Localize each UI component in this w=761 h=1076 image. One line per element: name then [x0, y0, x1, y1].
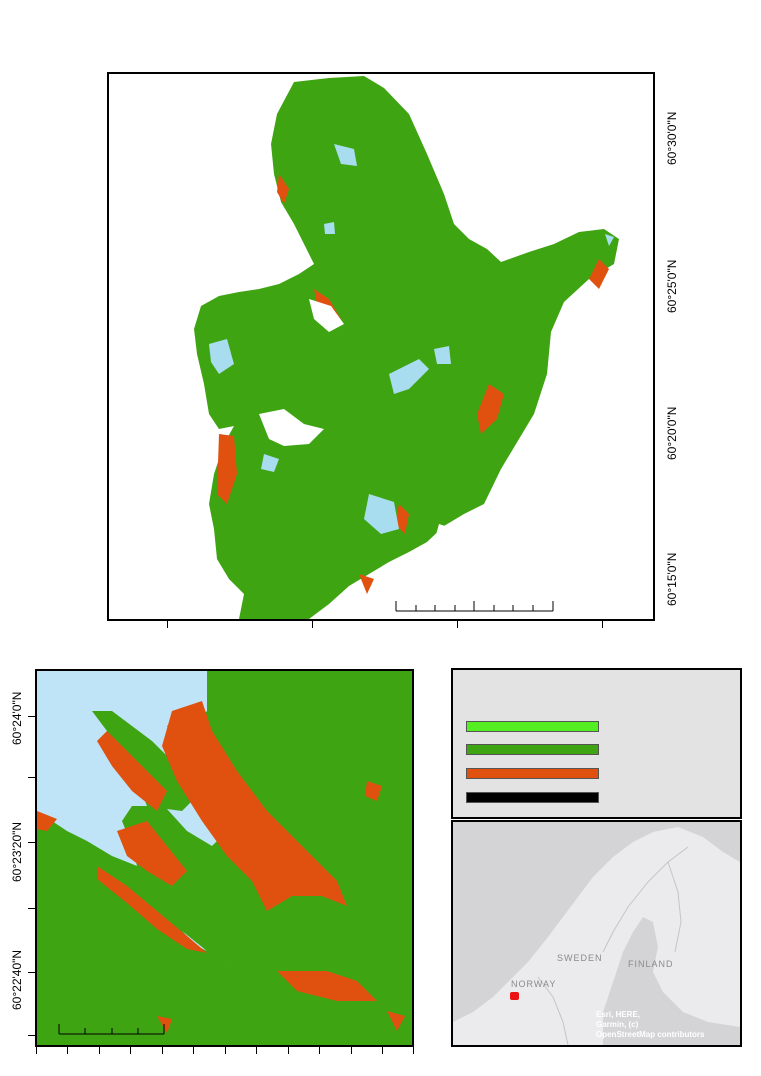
legend-swatch-bare	[466, 768, 599, 779]
country-border	[602, 846, 689, 953]
lake	[434, 346, 451, 364]
inset-map[interactable]	[35, 669, 414, 1047]
study-area-marker	[510, 992, 519, 1000]
gulf	[613, 937, 648, 997]
attribution-line: Garmin, (c)	[596, 1020, 639, 1029]
lat-label: 60°25'0"N	[665, 259, 679, 313]
lon-tick	[382, 1047, 383, 1054]
attribution-line: Esri, HERE,	[596, 1010, 641, 1019]
lon-tick	[167, 621, 168, 628]
lon-tick	[319, 1047, 320, 1054]
fjord-gap	[309, 299, 344, 332]
place-label-norway: NORWAY	[511, 979, 557, 989]
locator-terrain	[453, 827, 740, 1045]
lon-tick	[162, 1047, 163, 1054]
fjord-gap	[259, 409, 324, 446]
lon-tick	[36, 1047, 37, 1054]
scale-bar	[58, 1024, 165, 1035]
lat-label: 60°22'40"N	[10, 949, 24, 1010]
lat-label: 60°30'0"N	[665, 111, 679, 165]
main-map[interactable]	[107, 72, 655, 621]
lake	[261, 454, 279, 472]
land-area	[194, 76, 619, 619]
lon-tick	[99, 1047, 100, 1054]
lat-tick	[28, 716, 35, 717]
lon-tick	[256, 1047, 257, 1054]
lon-tick	[413, 1047, 414, 1054]
place-label-finland: FINLAND	[628, 959, 674, 969]
lat-label: 60°24'0"N	[10, 691, 24, 745]
place-label-sweden: SWEDEN	[557, 953, 603, 963]
legend-swatch-bright-green	[466, 721, 599, 732]
bare-area	[217, 434, 237, 504]
lat-label: 60°20'0"N	[665, 406, 679, 460]
legend-swatch-black	[466, 792, 599, 803]
inset-map-terrain	[37, 671, 412, 1045]
fjord-gap	[434, 524, 454, 544]
locator-map[interactable]: SWEDEN FINLAND NORWAY Esri, HERE, Garmin…	[451, 820, 742, 1047]
bare-area	[365, 781, 382, 801]
country-border	[667, 861, 682, 953]
bare-area	[97, 731, 167, 811]
lake	[605, 234, 614, 246]
lat-label: 60°15'0"N	[665, 552, 679, 606]
lon-tick	[67, 1047, 68, 1054]
bare-area	[162, 701, 347, 911]
lon-tick	[312, 621, 313, 628]
lon-tick	[602, 621, 603, 628]
lon-tick	[193, 1047, 194, 1054]
bare-area	[277, 174, 289, 204]
legend-swatch-forest	[466, 744, 599, 755]
lake	[389, 359, 429, 394]
lat-tick	[28, 972, 35, 973]
lake	[334, 144, 357, 166]
scale-bar	[395, 601, 554, 612]
bare-area	[37, 811, 57, 831]
bare-area	[589, 259, 609, 289]
map-attribution: Esri, HERE, Garmin, (c) OpenStreetMap co…	[596, 1010, 704, 1040]
bare-area	[387, 1011, 405, 1031]
bare-area	[477, 384, 504, 434]
lake	[209, 339, 234, 374]
legend	[451, 668, 742, 819]
main-map-terrain	[194, 76, 619, 619]
lon-tick	[225, 1047, 226, 1054]
lon-tick	[457, 621, 458, 628]
lat-tick	[28, 908, 35, 909]
attribution-line: OpenStreetMap contributors	[596, 1030, 705, 1039]
lat-tick	[28, 777, 35, 778]
lake	[364, 494, 399, 534]
country-border	[537, 976, 569, 1045]
lon-tick	[288, 1047, 289, 1054]
lat-label: 60°23'20"N	[10, 821, 24, 882]
scandinavia-land	[453, 827, 740, 1045]
lat-tick	[28, 842, 35, 843]
bare-area	[97, 866, 207, 953]
lake	[324, 222, 335, 234]
lon-tick	[130, 1047, 131, 1054]
bare-area	[359, 574, 374, 594]
lat-tick	[28, 1035, 35, 1036]
bare-area	[277, 971, 377, 1001]
lon-tick	[351, 1047, 352, 1054]
bare-area	[117, 821, 187, 886]
